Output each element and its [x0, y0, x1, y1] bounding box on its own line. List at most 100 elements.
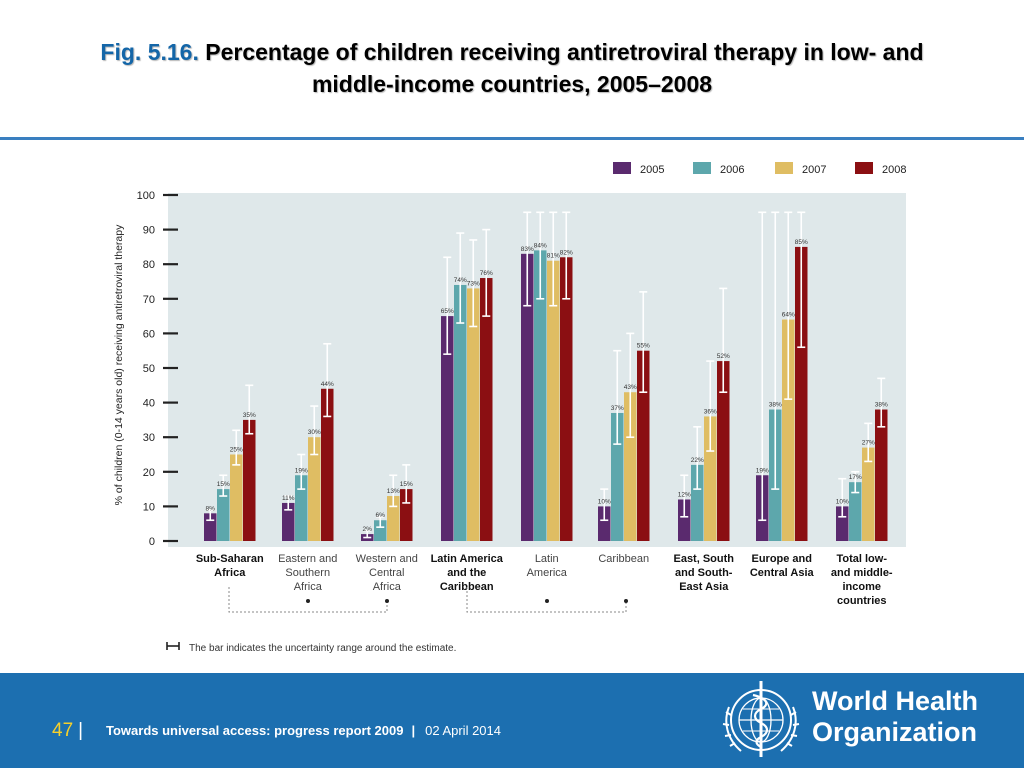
category-label-2-2: Africa — [373, 581, 402, 593]
bar-2008-3 — [480, 278, 493, 541]
legend: 2005 2006 2007 2008 — [613, 162, 906, 176]
data-label-2007-4: 81% — [547, 253, 560, 260]
y-tick-label-100: 100 — [137, 190, 155, 202]
report-title: Towards universal access: progress repor… — [106, 723, 404, 738]
bar-2008-7 — [795, 246, 808, 541]
note-text: The bar indicates the uncertainty range … — [189, 643, 456, 654]
data-label-2007-3: 73% — [467, 280, 480, 287]
bar-2006-1 — [295, 475, 308, 541]
bar-2005-3 — [441, 316, 454, 541]
data-label-2007-7: 64% — [782, 312, 795, 319]
bar-2005-8 — [836, 506, 849, 541]
bar-2005-6 — [678, 499, 691, 541]
bar-2005-1 — [282, 502, 295, 541]
bar-2008-4 — [560, 257, 573, 541]
category-label-5-0: Caribbean — [598, 553, 649, 565]
bar-chart: 2005 2006 2007 2008 0102030405060708090100 … — [113, 162, 906, 654]
category-label-8-0: Total low- — [836, 553, 887, 565]
data-label-2006-4: 84% — [534, 242, 547, 249]
bar-2008-8 — [875, 409, 888, 541]
data-label-2005-1: 11% — [282, 495, 295, 502]
category-label-1-2: Africa — [294, 581, 323, 593]
data-label-2008-1: 44% — [321, 381, 334, 388]
bracket-dot-caribbean — [624, 599, 628, 603]
bar-2006-2 — [374, 520, 387, 541]
category-label-7-1: Central Asia — [750, 567, 815, 579]
data-label-2007-2: 13% — [387, 488, 400, 495]
legend-swatch-2008 — [855, 162, 873, 174]
data-label-2007-0: 25% — [230, 447, 243, 454]
bar-2007-6 — [704, 416, 717, 541]
y-tick-label-50: 50 — [143, 363, 155, 375]
data-label-2008-5: 55% — [637, 343, 650, 350]
data-label-2007-5: 43% — [624, 384, 637, 391]
data-labels: 8%15%25%35%11%19%30%44%2%6%13%15%65%74% 7… — [206, 239, 888, 533]
data-label-2008-0: 35% — [243, 412, 256, 419]
data-label-2005-5: 10% — [598, 498, 611, 505]
data-label-2005-2: 2% — [363, 526, 373, 533]
y-tick-label-20: 20 — [143, 467, 155, 479]
org-name-line-2: Organization — [812, 717, 978, 747]
y-tick-label-90: 90 — [143, 225, 155, 237]
legend-label-2007: 2007 — [802, 164, 826, 176]
category-label-4-0: Latin — [535, 553, 559, 565]
data-label-2005-7: 19% — [756, 467, 769, 474]
footer-bar — [0, 673, 1024, 768]
bar-2006-3 — [454, 284, 467, 541]
bar-2006-4 — [534, 250, 547, 542]
category-label-1-0: Eastern and — [278, 553, 337, 565]
footer-text: Towards universal access: progress repor… — [106, 723, 501, 738]
figure-number: Fig. 5.16. — [100, 39, 199, 65]
bar-2007-2 — [387, 496, 400, 541]
category-label-4-1: America — [527, 567, 568, 579]
data-label-2006-3: 74% — [454, 277, 467, 284]
data-label-2006-7: 38% — [769, 402, 782, 409]
data-label-2008-3: 76% — [480, 270, 493, 277]
page-number-block: 47 | — [52, 720, 83, 742]
who-emblem-icon — [722, 681, 800, 757]
bar-2007-8 — [862, 447, 875, 541]
category-label-6-1: and South- — [675, 567, 733, 579]
y-axis: 0 10 20 30 40 50 60 70 80 90 100 — [137, 190, 178, 548]
y-tick-label-60: 60 — [143, 328, 155, 340]
category-label-6-0: East, South — [673, 553, 734, 565]
data-label-2008-7: 85% — [795, 239, 808, 246]
y-tick-label-70: 70 — [143, 294, 155, 306]
legend-label-2008: 2008 — [882, 164, 906, 176]
category-labels: Sub-Saharan Africa Eastern and Southern Afri… — [196, 553, 893, 607]
data-label-2008-4: 82% — [560, 249, 573, 256]
bracket-dot-western — [385, 599, 389, 603]
legend-swatch-2007 — [775, 162, 793, 174]
data-label-2005-8: 10% — [836, 498, 849, 505]
bar-2007-1 — [308, 437, 321, 541]
title-line-1: Percentage of children receiving antiret… — [205, 39, 924, 65]
subregion-brackets — [228, 587, 628, 613]
data-label-2008-6: 52% — [717, 353, 730, 360]
report-date: 02 April 2014 — [425, 723, 501, 738]
data-label-2006-5: 37% — [611, 405, 624, 412]
data-label-2005-4: 83% — [521, 246, 534, 253]
bar-2006-5 — [611, 412, 624, 541]
legend-label-2005: 2005 — [640, 164, 664, 176]
bar-2007-7 — [782, 319, 795, 541]
category-label-8-3: countries — [837, 595, 887, 607]
title-line-2: middle-income countries, 2005–2008 — [311, 71, 713, 97]
org-name-line-1: World Health — [812, 686, 979, 716]
bars — [204, 246, 888, 542]
category-label-3-1: and the — [447, 567, 486, 579]
data-label-2006-0: 15% — [217, 481, 230, 488]
category-label-0-0: Sub-Saharan — [196, 553, 264, 565]
data-label-2007-8: 27% — [862, 440, 875, 447]
bar-2007-0 — [230, 454, 243, 541]
category-label-0-1: Africa — [214, 567, 246, 579]
bar-2008-2 — [400, 489, 413, 541]
bar-2005-4 — [521, 253, 534, 541]
category-label-2-1: Central — [369, 567, 404, 579]
bar-2008-1 — [321, 388, 334, 541]
bar-2007-4 — [547, 260, 560, 541]
category-label-2-0: Western and — [356, 553, 418, 565]
bracket-sub-saharan — [228, 587, 388, 613]
bar-2007-3 — [467, 288, 480, 541]
bracket-dot-latin-america — [545, 599, 549, 603]
bar-2005-5 — [598, 506, 611, 541]
